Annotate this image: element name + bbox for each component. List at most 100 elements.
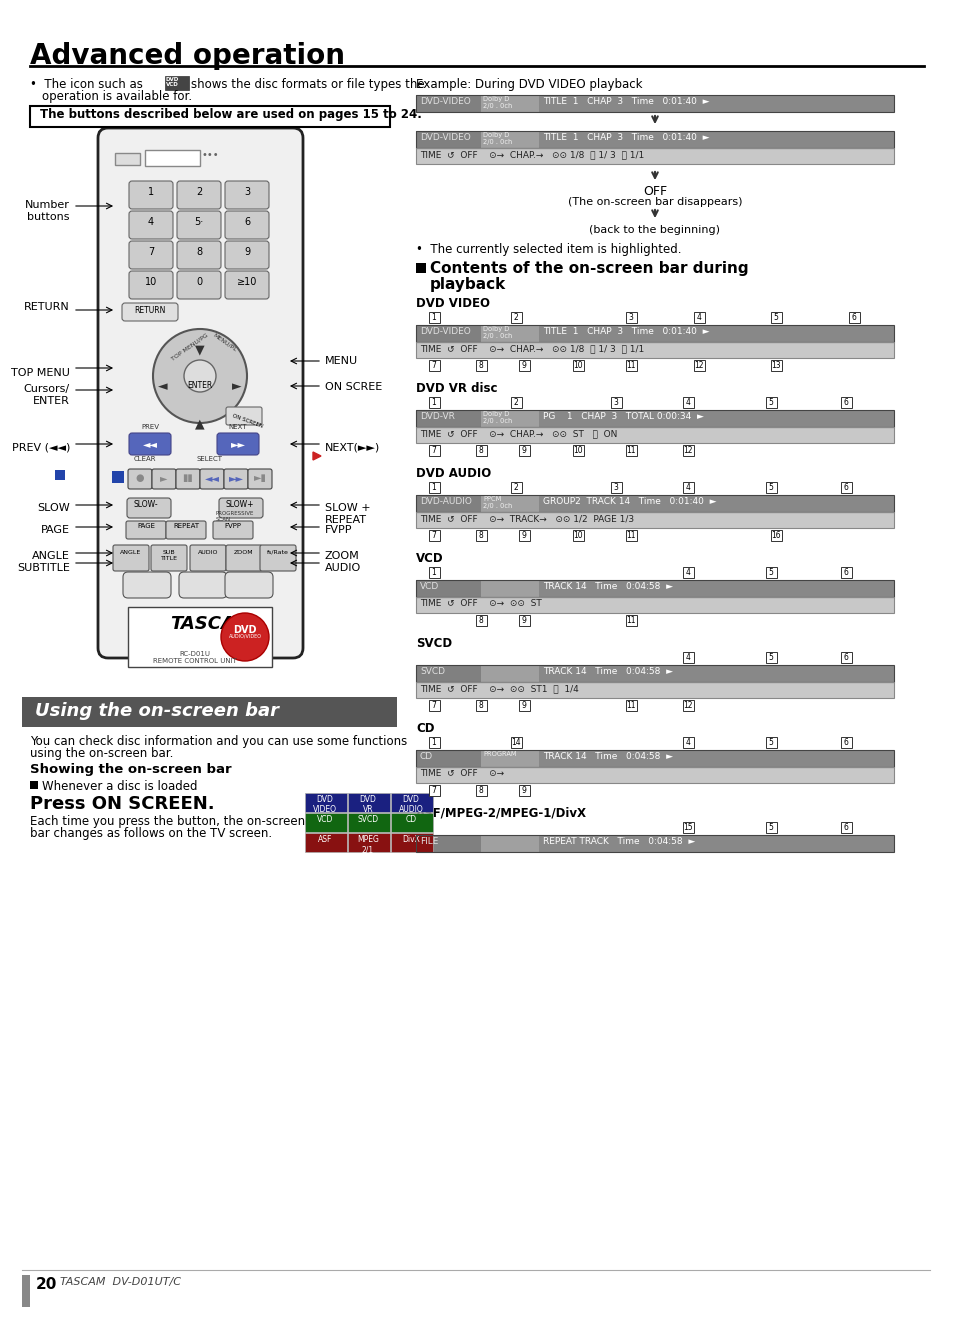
FancyBboxPatch shape bbox=[625, 530, 637, 541]
FancyBboxPatch shape bbox=[416, 665, 893, 682]
Text: DVD-VIDEO: DVD-VIDEO bbox=[419, 327, 470, 336]
Text: Contents of the on-screen bar during: Contents of the on-screen bar during bbox=[430, 261, 748, 276]
Text: 5: 5 bbox=[768, 738, 773, 747]
Text: PAGE: PAGE bbox=[137, 524, 154, 529]
Text: 12: 12 bbox=[682, 702, 692, 710]
Text: TOP MENU: TOP MENU bbox=[11, 368, 70, 378]
Text: ASF: ASF bbox=[317, 836, 332, 844]
FancyBboxPatch shape bbox=[391, 833, 433, 852]
Text: CD: CD bbox=[405, 815, 416, 823]
Text: 9: 9 bbox=[244, 246, 250, 257]
FancyBboxPatch shape bbox=[416, 580, 893, 597]
FancyBboxPatch shape bbox=[145, 150, 200, 166]
FancyBboxPatch shape bbox=[225, 212, 269, 238]
Text: The buttons described below are used on pages 15 to 24.: The buttons described below are used on … bbox=[40, 108, 421, 121]
FancyBboxPatch shape bbox=[416, 597, 893, 613]
FancyBboxPatch shape bbox=[511, 482, 521, 493]
Text: Example: During DVD VIDEO playback: Example: During DVD VIDEO playback bbox=[416, 78, 641, 91]
Text: DVD AUDIO: DVD AUDIO bbox=[416, 467, 491, 479]
FancyBboxPatch shape bbox=[416, 665, 480, 682]
Circle shape bbox=[184, 360, 215, 392]
FancyBboxPatch shape bbox=[30, 781, 38, 789]
Text: CLEAR: CLEAR bbox=[133, 457, 156, 462]
Text: (The on-screen bar disappears): (The on-screen bar disappears) bbox=[567, 197, 741, 208]
Text: DVD: DVD bbox=[233, 625, 256, 635]
Text: DVD: DVD bbox=[166, 78, 179, 82]
FancyBboxPatch shape bbox=[127, 498, 171, 518]
FancyBboxPatch shape bbox=[416, 325, 893, 341]
Text: AUDIO/VIDEO: AUDIO/VIDEO bbox=[229, 633, 261, 637]
FancyBboxPatch shape bbox=[476, 785, 486, 795]
FancyBboxPatch shape bbox=[348, 813, 390, 832]
FancyBboxPatch shape bbox=[151, 545, 187, 570]
FancyBboxPatch shape bbox=[573, 445, 583, 457]
Text: 11: 11 bbox=[625, 702, 635, 710]
Text: 9: 9 bbox=[521, 616, 526, 625]
FancyBboxPatch shape bbox=[693, 360, 704, 371]
Text: 9: 9 bbox=[521, 532, 526, 540]
Text: 5: 5 bbox=[768, 653, 773, 661]
Text: ◄: ◄ bbox=[158, 380, 168, 394]
Text: TIME  ↺  OFF    ⊙→  CHAP.→   ⊙⊙  ST   ⎕  ON: TIME ↺ OFF ⊙→ CHAP.→ ⊙⊙ ST ⎕ ON bbox=[419, 428, 617, 438]
FancyBboxPatch shape bbox=[226, 545, 262, 570]
FancyBboxPatch shape bbox=[177, 181, 221, 209]
FancyBboxPatch shape bbox=[129, 432, 171, 455]
FancyBboxPatch shape bbox=[129, 181, 172, 209]
FancyBboxPatch shape bbox=[416, 511, 893, 528]
Text: ►▮: ►▮ bbox=[253, 473, 266, 483]
FancyBboxPatch shape bbox=[476, 530, 486, 541]
Text: ►: ► bbox=[232, 380, 241, 394]
FancyBboxPatch shape bbox=[693, 312, 704, 323]
FancyBboxPatch shape bbox=[682, 700, 693, 711]
Text: SUBTITLE: SUBTITLE bbox=[17, 562, 70, 573]
FancyBboxPatch shape bbox=[610, 482, 621, 493]
Text: ON SCREE: ON SCREE bbox=[325, 382, 382, 392]
Text: SUB
TITLE: SUB TITLE bbox=[160, 550, 177, 561]
Text: ►►: ►► bbox=[229, 473, 243, 483]
FancyBboxPatch shape bbox=[305, 793, 347, 811]
FancyBboxPatch shape bbox=[225, 270, 269, 299]
FancyBboxPatch shape bbox=[416, 427, 893, 443]
FancyBboxPatch shape bbox=[625, 615, 637, 627]
FancyBboxPatch shape bbox=[190, 545, 226, 570]
Text: 0: 0 bbox=[195, 277, 202, 287]
FancyBboxPatch shape bbox=[348, 793, 390, 811]
Text: ZOOM: ZOOM bbox=[325, 552, 359, 561]
Text: 1: 1 bbox=[431, 313, 436, 321]
FancyBboxPatch shape bbox=[348, 833, 390, 852]
FancyBboxPatch shape bbox=[429, 530, 439, 541]
Text: 1: 1 bbox=[148, 187, 153, 197]
Text: 4: 4 bbox=[685, 483, 690, 491]
FancyBboxPatch shape bbox=[770, 530, 781, 541]
FancyBboxPatch shape bbox=[518, 785, 530, 795]
FancyBboxPatch shape bbox=[682, 736, 693, 749]
FancyBboxPatch shape bbox=[841, 482, 851, 493]
FancyBboxPatch shape bbox=[480, 325, 538, 341]
FancyBboxPatch shape bbox=[511, 736, 521, 749]
FancyBboxPatch shape bbox=[248, 469, 272, 489]
FancyBboxPatch shape bbox=[429, 785, 439, 795]
Text: 10: 10 bbox=[145, 277, 157, 287]
FancyBboxPatch shape bbox=[416, 95, 893, 112]
Text: 6: 6 bbox=[842, 738, 847, 747]
Text: DVD VR disc: DVD VR disc bbox=[416, 382, 497, 395]
FancyBboxPatch shape bbox=[115, 153, 140, 165]
FancyBboxPatch shape bbox=[225, 572, 273, 599]
FancyBboxPatch shape bbox=[416, 95, 480, 112]
Text: •••: ••• bbox=[201, 150, 218, 159]
Text: 3: 3 bbox=[613, 483, 618, 491]
Text: playback: playback bbox=[430, 277, 506, 292]
Text: 5: 5 bbox=[768, 483, 773, 491]
FancyBboxPatch shape bbox=[128, 607, 272, 667]
Text: 7: 7 bbox=[431, 362, 436, 370]
Text: VCD: VCD bbox=[419, 582, 438, 590]
FancyBboxPatch shape bbox=[480, 750, 538, 767]
Text: DivX: DivX bbox=[401, 836, 419, 844]
FancyBboxPatch shape bbox=[429, 396, 439, 408]
FancyBboxPatch shape bbox=[429, 700, 439, 711]
FancyBboxPatch shape bbox=[625, 360, 637, 371]
Text: 4: 4 bbox=[685, 738, 690, 747]
Text: NEXT(►►): NEXT(►►) bbox=[325, 442, 380, 453]
Text: 8: 8 bbox=[478, 616, 483, 625]
Text: PREV: PREV bbox=[141, 424, 159, 430]
